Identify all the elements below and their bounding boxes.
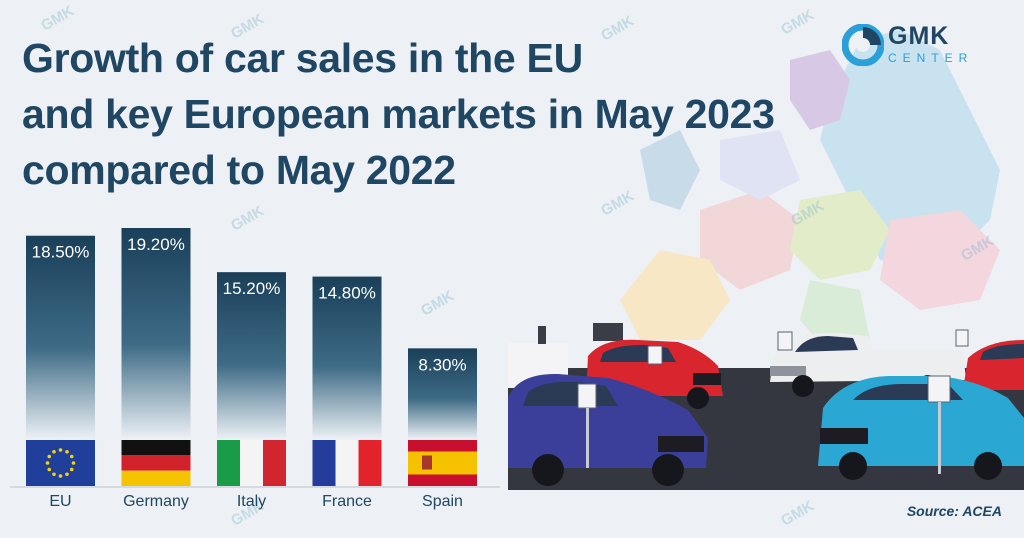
- price-stand-icon: [955, 329, 969, 347]
- category-label: EU: [49, 493, 71, 510]
- bar-chart: 18.50% EU 19.20% Germany 15.20% Italy 14.80% Fr…: [10, 228, 500, 510]
- cyan-car-icon: [818, 376, 1024, 480]
- title-line: and key European markets in May 2023: [22, 91, 775, 137]
- eu-flag-icon: [26, 440, 95, 486]
- bar-italy: [217, 272, 286, 440]
- page-title: Growth of car sales in the EU and key Eu…: [22, 30, 922, 198]
- value-label: 18.50%: [32, 243, 90, 262]
- logo-subtext: CENTER: [888, 51, 974, 65]
- europe-map: [620, 30, 1000, 355]
- category-label: Germany: [123, 493, 189, 510]
- logo-mark-icon: [842, 24, 884, 66]
- price-stand-icon: [927, 375, 951, 474]
- bar-spain: [408, 348, 477, 440]
- germany-flag-icon: [121, 440, 191, 486]
- category-label: Italy: [237, 493, 266, 510]
- bar-eu: [26, 235, 95, 440]
- title-line: compared to May 2022: [22, 147, 456, 193]
- value-label: 15.20%: [223, 279, 281, 298]
- bar-germany: [121, 228, 191, 440]
- logo-text: GMK: [888, 22, 950, 50]
- value-label: 8.30%: [418, 355, 466, 374]
- price-stand-icon: [777, 331, 793, 351]
- value-label: 19.20%: [127, 235, 185, 254]
- watermark: GMK: [778, 497, 817, 530]
- title-line: Growth of car sales in the EU: [22, 35, 583, 81]
- value-label: 14.80%: [318, 284, 376, 303]
- car-showroom-illustration: [508, 323, 1024, 490]
- spain-flag-icon: [408, 440, 477, 486]
- bar-france: [312, 276, 382, 440]
- gmk-logo: GMK CENTER: [842, 22, 992, 70]
- price-stand-icon: [647, 345, 663, 365]
- red-car-right-icon: [963, 340, 1024, 390]
- category-label: France: [322, 493, 372, 510]
- source-note: Source: ACEA: [906, 503, 1002, 519]
- italy-flag-icon: [217, 440, 286, 486]
- price-stand-icon: [577, 383, 597, 468]
- category-label: Spain: [422, 493, 463, 510]
- france-flag-icon: [312, 440, 382, 486]
- blue-car-icon: [508, 373, 708, 486]
